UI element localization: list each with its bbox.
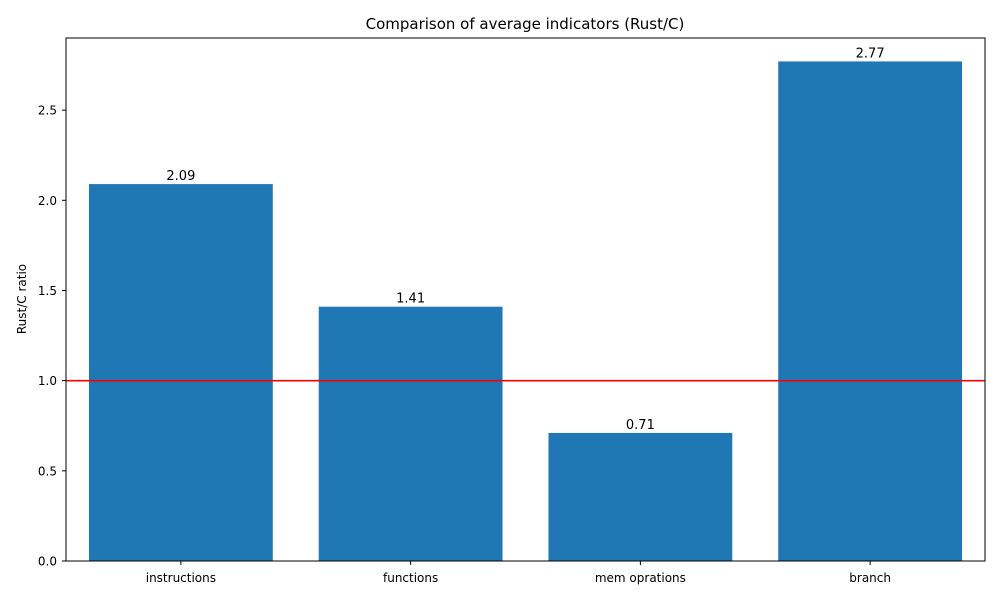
- x-tick-label: branch: [849, 571, 891, 585]
- y-tick-label: 0.0: [38, 555, 57, 569]
- y-tick-label: 0.5: [38, 464, 57, 478]
- data-label: 0.71: [626, 418, 655, 433]
- y-axis-label: Rust/C ratio: [15, 264, 29, 334]
- y-tick-label: 2.5: [38, 104, 57, 118]
- y-tick-label: 1.0: [38, 374, 57, 388]
- bar-branch: [778, 61, 963, 561]
- chart-title: Comparison of average indicators (Rust/C…: [366, 15, 685, 33]
- data-label: 2.77: [856, 46, 885, 61]
- x-tick-label: instructions: [146, 571, 216, 585]
- bar-functions: [318, 306, 503, 561]
- x-tick-label: mem oprations: [595, 571, 686, 585]
- bar-instructions: [88, 184, 273, 561]
- data-label: 1.41: [396, 292, 425, 307]
- bar-mem-oprations: [548, 432, 733, 561]
- axes-frame: [65, 37, 986, 562]
- data-label: 2.09: [166, 169, 195, 184]
- y-tick-label: 2.0: [38, 194, 57, 208]
- plot-area: 2.09 1.41 0.71 2.77 0.0 0.5 1.0 1.5 2.0 2.5 instru…: [38, 37, 986, 585]
- y-tick-label: 1.5: [38, 284, 57, 298]
- x-tick-label: functions: [383, 571, 438, 585]
